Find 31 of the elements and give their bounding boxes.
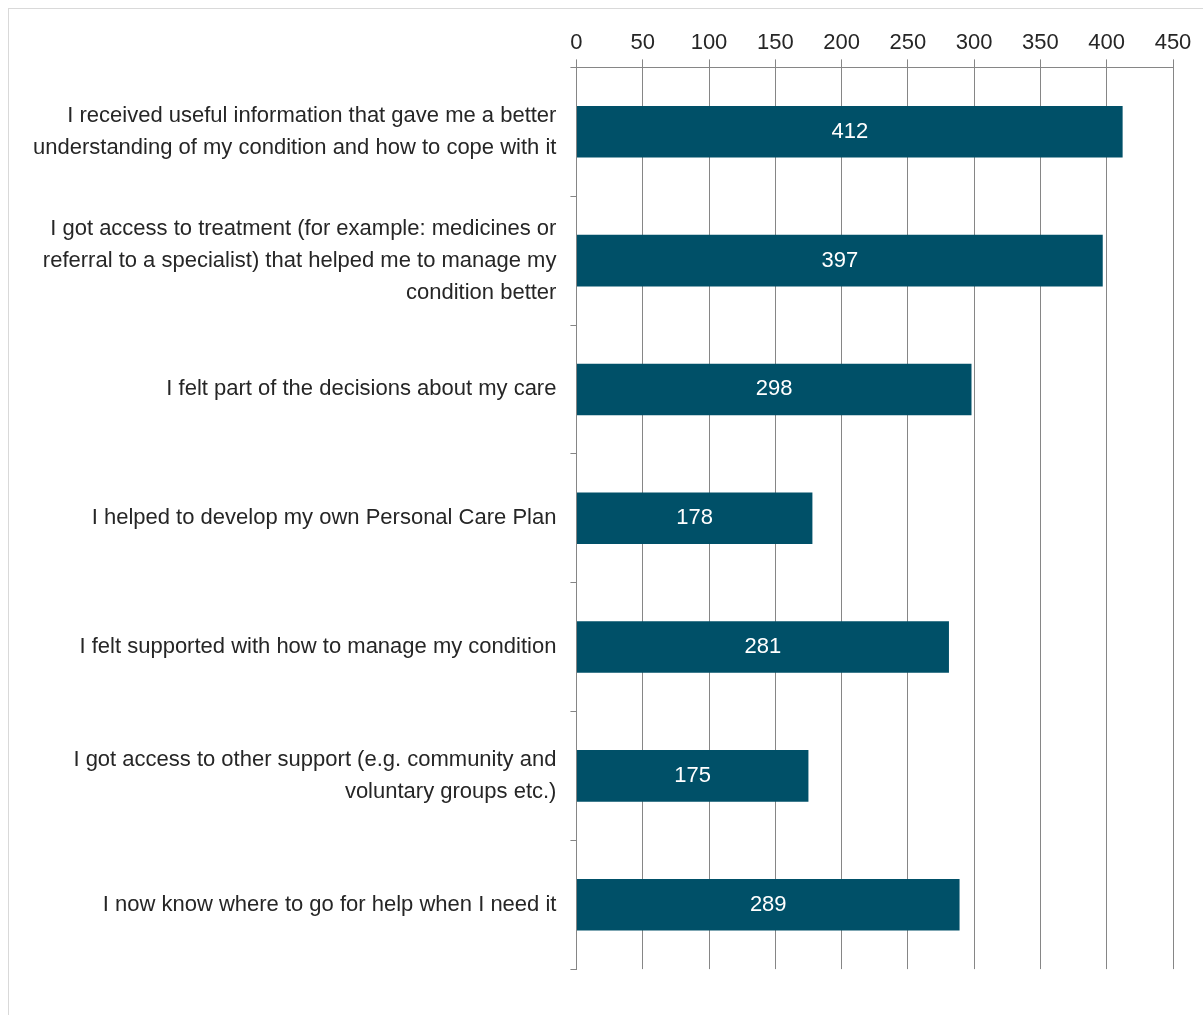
bar <box>576 750 809 802</box>
x-tick-label: 100 <box>690 29 728 55</box>
x-tick-label: 50 <box>630 29 655 55</box>
x-tick-label: 200 <box>823 29 860 55</box>
bar <box>576 106 1123 158</box>
data-label: 178 <box>676 504 714 530</box>
bar <box>576 878 960 931</box>
y-tick-label: I received useful information that gave me a better understanding of my condition and how to cope with it <box>33 101 557 159</box>
y-tick-label: I felt part of the decisions about my care <box>166 375 557 401</box>
bar <box>576 492 813 545</box>
bar <box>576 621 949 673</box>
data-label: 175 <box>674 761 712 787</box>
y-tick-label: I felt supported with how to manage my condition <box>79 633 557 659</box>
y-tick-label: I got access to treatment (for example: medicines or referral to a specialist) that helped me to manage my condition better <box>42 214 557 304</box>
x-tick-label: 0 <box>570 29 583 55</box>
y-tick-label: I now know where to go for help when I need it <box>102 890 557 916</box>
bar <box>576 363 972 416</box>
data-label: 289 <box>749 890 787 916</box>
x-tick-label: 450 <box>1154 29 1192 55</box>
data-label: 397 <box>821 246 859 272</box>
x-tick-label: 300 <box>955 29 993 55</box>
y-tick-label: I got access to other support (e.g. community and voluntary groups etc.) <box>73 745 557 803</box>
x-tick-label: 350 <box>1022 29 1059 55</box>
data-label: 281 <box>744 633 782 659</box>
y-tick-label: I helped to develop my own Personal Care Plan <box>91 504 557 530</box>
bar <box>576 234 1103 287</box>
data-label: 412 <box>831 117 869 143</box>
data-label: 298 <box>755 375 793 401</box>
x-tick-label: 250 <box>889 29 927 55</box>
x-tick-label: 400 <box>1088 29 1126 55</box>
x-tick-label: 150 <box>756 29 794 55</box>
